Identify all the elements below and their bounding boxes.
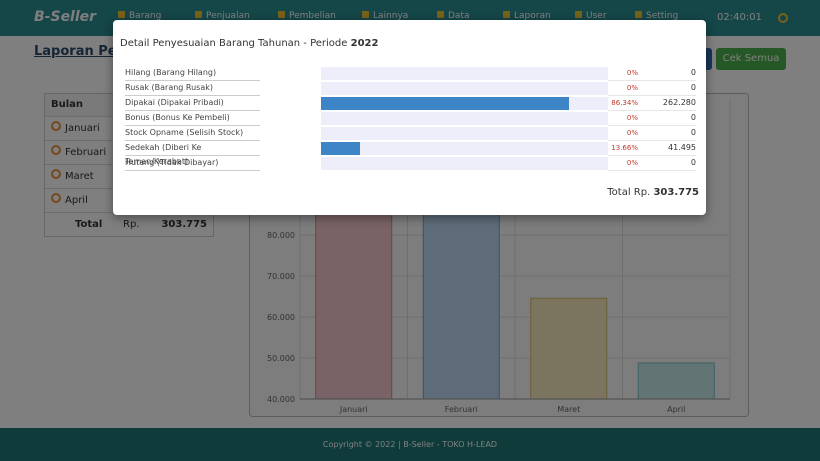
percent-label: 0% <box>626 129 638 137</box>
percent-label: 13.66% <box>611 144 638 152</box>
row-label: Bonus (Bonus Ke Pembeli) <box>125 111 260 126</box>
percent-label: 0% <box>626 159 638 167</box>
row-label: Dipakai (Dipakai Pribadi) <box>125 96 260 111</box>
bar-track <box>321 66 608 80</box>
row-label: Sedekah (Diberi Ke Teman/Kerabat) <box>125 141 260 166</box>
bar-track <box>321 126 608 140</box>
row-label: Rusak (Barang Rusak) <box>125 81 260 96</box>
amount-label: 0 <box>690 128 696 137</box>
bar-track <box>321 111 608 125</box>
bar-track <box>321 96 608 110</box>
percent-label: 0% <box>626 84 638 92</box>
row-label: Hutang (Tidak Dibayar) <box>125 156 260 171</box>
row-cell <box>608 126 696 141</box>
row-cell <box>608 81 696 96</box>
amount-label: 0 <box>690 158 696 167</box>
modal-total-value: 303.775 <box>653 187 699 198</box>
row-label: Stock Opname (Selisih Stock) <box>125 126 260 141</box>
amount-label: 0 <box>690 83 696 92</box>
amount-label: 262.280 <box>662 98 696 107</box>
bar-track <box>321 81 608 95</box>
modal: Detail Penyesuaian Barang Tahunan - Peri… <box>113 20 706 215</box>
bar <box>321 141 361 155</box>
bar-track <box>321 156 608 170</box>
row-cell <box>608 156 696 171</box>
modal-period: 2022 <box>350 38 379 49</box>
percent-label: 0% <box>626 114 638 122</box>
bar-track <box>321 141 608 155</box>
bar <box>321 96 569 110</box>
amount-label: 41.495 <box>668 143 696 152</box>
modal-title-text: Detail Penyesuaian Barang Tahunan - Peri… <box>120 38 348 49</box>
row-cell <box>608 96 696 111</box>
row-label: Hilang (Barang Hilang) <box>125 66 260 81</box>
percent-label: 86.34% <box>611 99 638 107</box>
percent-label: 0% <box>626 69 638 77</box>
row-cell <box>608 141 696 156</box>
amount-label: 0 <box>690 68 696 77</box>
modal-title: Detail Penyesuaian Barang Tahunan - Peri… <box>120 38 378 49</box>
row-cell <box>608 111 696 126</box>
modal-total-label: Total Rp. <box>607 187 651 198</box>
amount-label: 0 <box>690 113 696 122</box>
row-cell <box>608 66 696 81</box>
modal-total: Total Rp. 303.775 <box>607 187 699 198</box>
